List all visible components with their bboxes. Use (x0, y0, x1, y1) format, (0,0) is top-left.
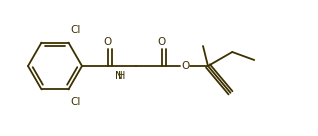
Text: Cl: Cl (70, 25, 81, 35)
Text: Cl: Cl (70, 97, 81, 106)
Text: O: O (104, 37, 112, 47)
Text: O: O (181, 61, 189, 71)
Text: N: N (115, 71, 123, 81)
Text: H: H (118, 71, 126, 81)
Text: O: O (158, 37, 166, 47)
